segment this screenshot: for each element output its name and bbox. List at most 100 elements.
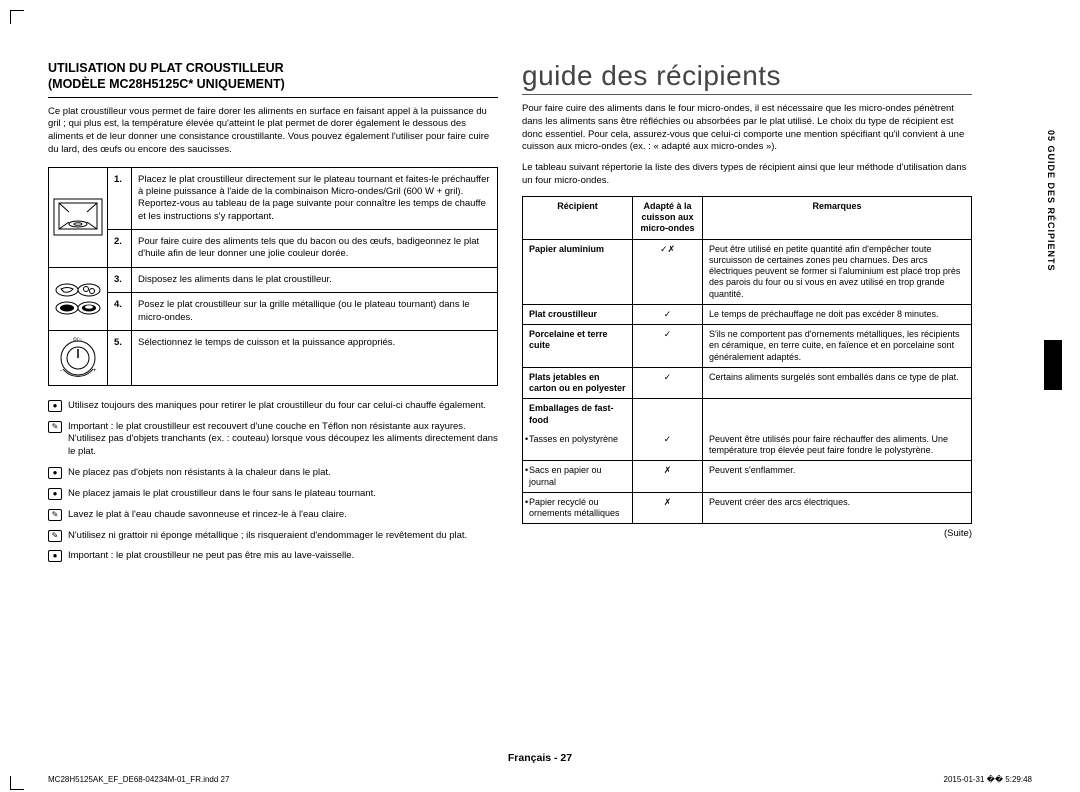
step-row: 4. Posez le plat croustilleur sur la gri… <box>49 293 498 331</box>
recipient-ok: ✓ <box>633 367 703 399</box>
step-text: Pour faire cuire des aliments tels que d… <box>132 230 498 268</box>
table-row: Emballages de fast-food <box>523 399 972 430</box>
note-text: Utilisez toujours des maniques pour reti… <box>68 400 486 413</box>
step-row: 1. Placez le plat croustilleur directeme… <box>49 167 498 229</box>
table-row: Sacs en papier ou journal✗Peuvent s'enfl… <box>523 461 972 493</box>
oven-front-icon <box>53 198 103 236</box>
right-column: guide des récipients Pour faire cuire de… <box>522 60 972 571</box>
caution-icon: ● <box>48 550 62 562</box>
section-title: UTILISATION DU PLAT CROUSTILLEUR (MODÈLE… <box>48 60 498 98</box>
info-icon: ✎ <box>48 421 62 433</box>
recipient-remark: Peuvent s'enflammer. <box>703 461 972 493</box>
recipient-remark: Peut être utilisé en petite quantité afi… <box>703 239 972 304</box>
table-row: Papier aluminium✓✗Peut être utilisé en p… <box>523 239 972 304</box>
intro-paragraph: Ce plat croustilleur vous permet de fair… <box>48 106 498 157</box>
recipient-ok: ✗ <box>633 461 703 493</box>
recipient-remark: Certains aliments surgelés sont emballés… <box>703 367 972 399</box>
footer-timestamp: 2015-01-31 �� 5:29:48 <box>944 775 1032 784</box>
notes-list: ● Utilisez toujours des maniques pour ret… <box>48 400 498 563</box>
note-item: ✎ Important : le plat croustilleur est re… <box>48 421 498 459</box>
diagram-cell-3: - + ⏲/☼ <box>49 330 108 385</box>
recipient-ok: ✓✗ <box>633 239 703 304</box>
diagram-cell-1 <box>49 167 108 267</box>
table-row: Porcelaine et terre cuite✓S'ils ne compo… <box>523 325 972 368</box>
caution-icon: ● <box>48 467 62 479</box>
recipient-name: Plats jetables en carton ou en polyester <box>523 367 633 399</box>
steps-table: 1. Placez le plat croustilleur directeme… <box>48 167 498 386</box>
note-text: Ne placez pas d'objets non résistants à … <box>68 467 331 480</box>
crop-mark-top-left <box>10 10 24 24</box>
recipient-name: Sacs en papier ou journal <box>523 461 633 493</box>
page-content: UTILISATION DU PLAT CROUSTILLEUR (MODÈLE… <box>48 60 1032 571</box>
recipient-name: Emballages de fast-food <box>523 399 633 430</box>
recipient-name: Tasses en polystyrène <box>523 430 633 461</box>
recipient-name: Porcelaine et terre cuite <box>523 325 633 368</box>
left-column: UTILISATION DU PLAT CROUSTILLEUR (MODÈLE… <box>48 60 498 571</box>
recipient-remark: S'ils ne comportent pas d'ornements méta… <box>703 325 972 368</box>
section-title-line1: UTILISATION DU PLAT CROUSTILLEUR <box>48 61 284 75</box>
plates-icon <box>53 280 103 318</box>
side-tab-label: 05 GUIDE DES RÉCIPIENTS <box>1046 130 1056 272</box>
note-text: N'utilisez ni grattoir ni éponge métalli… <box>68 530 467 543</box>
side-tab-marker <box>1044 340 1062 390</box>
caution-icon: ● <box>48 488 62 500</box>
caution-icon: ● <box>48 400 62 412</box>
step-number: 3. <box>108 267 132 292</box>
table-row: Plat croustilleur✓Le temps de préchauffa… <box>523 304 972 324</box>
step-number: 2. <box>108 230 132 268</box>
info-icon: ✎ <box>48 530 62 542</box>
recipient-name: Papier aluminium <box>523 239 633 304</box>
step-text: Disposez les aliments dans le plat crous… <box>132 267 498 292</box>
svg-text:+: + <box>93 368 97 374</box>
recipient-remark: Le temps de préchauffage ne doit pas exc… <box>703 304 972 324</box>
footer-filename: MC28H5125AK_EF_DE68-04234M-01_FR.indd 27 <box>48 775 229 784</box>
crop-mark-bottom-left <box>10 776 24 790</box>
svg-text:⏲/☼: ⏲/☼ <box>73 337 83 343</box>
note-text: Lavez le plat à l'eau chaude savonneuse … <box>68 509 347 522</box>
recipient-table: Récipient Adapté à la cuisson aux micro-… <box>522 196 972 525</box>
note-item: ✎ Lavez le plat à l'eau chaude savonneuse… <box>48 509 498 522</box>
col-header-adapted: Adapté à la cuisson aux micro-ondes <box>633 196 703 239</box>
step-text: Sélectionnez le temps de cuisson et la p… <box>132 330 498 385</box>
svg-text:-: - <box>60 368 62 374</box>
recipient-ok: ✓ <box>633 325 703 368</box>
note-item: ✎ N'utilisez ni grattoir ni éponge métall… <box>48 530 498 543</box>
diagram-cell-2 <box>49 267 108 330</box>
dial-icon: - + ⏲/☼ <box>55 335 101 381</box>
section-title-line2: (MODÈLE MC28H5125C* UNIQUEMENT) <box>48 77 285 91</box>
recipient-ok: ✓ <box>633 304 703 324</box>
note-item: ● Ne placez pas d'objets non résistants à… <box>48 467 498 480</box>
step-number: 1. <box>108 167 132 229</box>
note-text: Important : le plat croustilleur est rec… <box>68 421 498 459</box>
step-text: Posez le plat croustilleur sur la grille… <box>132 293 498 331</box>
step-row: 2. Pour faire cuire des aliments tels qu… <box>49 230 498 268</box>
table-header-row: Récipient Adapté à la cuisson aux micro-… <box>523 196 972 239</box>
table-row: Tasses en polystyrène✓Peuvent être utili… <box>523 430 972 461</box>
recipient-name: Papier recyclé ou ornements métalliques <box>523 492 633 524</box>
step-row: 3. Disposez les aliments dans le plat cr… <box>49 267 498 292</box>
step-text: Placez le plat croustilleur directement … <box>132 167 498 229</box>
suite-label: (Suite) <box>522 528 972 539</box>
info-icon: ✎ <box>48 509 62 521</box>
step-number: 5. <box>108 330 132 385</box>
footer-page-number: Français - 27 <box>0 752 1080 764</box>
note-item: ● Important : le plat croustilleur ne peu… <box>48 550 498 563</box>
guide-title: guide des récipients <box>522 60 972 95</box>
table-row: Plats jetables en carton ou en polyester… <box>523 367 972 399</box>
col-header-remarks: Remarques <box>703 196 972 239</box>
recipient-remark: Peuvent créer des arcs électriques. <box>703 492 972 524</box>
note-text: Ne placez jamais le plat croustilleur da… <box>68 488 376 501</box>
recipient-ok: ✓ <box>633 430 703 461</box>
recipient-ok <box>633 399 703 430</box>
col-header-recipient: Récipient <box>523 196 633 239</box>
note-item: ● Utilisez toujours des maniques pour ret… <box>48 400 498 413</box>
recipient-remark: Peuvent être utilisés pour faire réchauf… <box>703 430 972 461</box>
recipient-ok: ✗ <box>633 492 703 524</box>
note-text: Important : le plat croustilleur ne peut… <box>68 550 354 563</box>
step-number: 4. <box>108 293 132 331</box>
recipient-table-body: Papier aluminium✓✗Peut être utilisé en p… <box>523 239 972 524</box>
guide-paragraph-2: Le tableau suivant répertorie la liste d… <box>522 162 972 188</box>
guide-paragraph-1: Pour faire cuire des aliments dans le fo… <box>522 103 972 154</box>
table-row: Papier recyclé ou ornements métalliques✗… <box>523 492 972 524</box>
recipient-remark <box>703 399 972 430</box>
